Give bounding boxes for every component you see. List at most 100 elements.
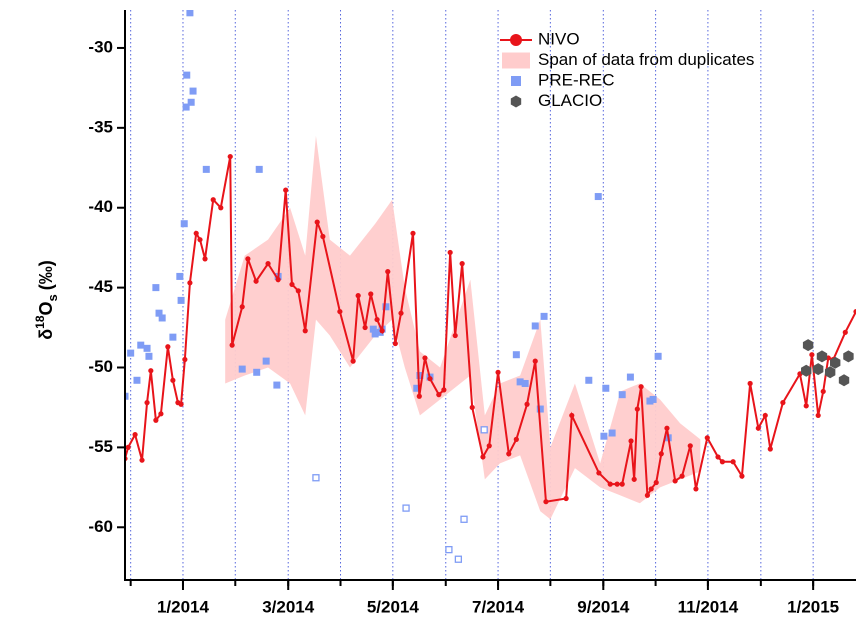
point bbox=[337, 308, 343, 315]
square-marker bbox=[600, 432, 608, 440]
point bbox=[239, 304, 245, 310]
point bbox=[506, 451, 512, 457]
point bbox=[202, 256, 208, 262]
square-marker bbox=[416, 371, 424, 379]
hexagon-marker bbox=[824, 366, 836, 379]
point bbox=[634, 406, 640, 412]
open-square-marker bbox=[402, 504, 410, 512]
point bbox=[767, 446, 773, 452]
point bbox=[513, 436, 519, 442]
point bbox=[664, 425, 670, 431]
square-marker bbox=[133, 376, 141, 384]
y-tick-label: -60 bbox=[88, 517, 113, 536]
square-marker bbox=[189, 87, 197, 95]
point bbox=[379, 328, 385, 334]
point bbox=[447, 249, 453, 256]
point bbox=[452, 332, 458, 339]
square-marker bbox=[255, 165, 263, 173]
point bbox=[719, 459, 726, 465]
point bbox=[715, 454, 721, 460]
point bbox=[648, 486, 654, 492]
square-marker bbox=[137, 341, 145, 349]
square-marker bbox=[169, 333, 177, 341]
point bbox=[350, 358, 356, 364]
square-marker bbox=[594, 193, 602, 201]
square-marker bbox=[182, 103, 190, 111]
point bbox=[355, 293, 361, 299]
point bbox=[253, 278, 259, 284]
point bbox=[803, 403, 809, 409]
y-tick-label: -45 bbox=[88, 277, 113, 296]
point bbox=[187, 280, 193, 286]
point bbox=[125, 444, 131, 450]
point bbox=[265, 261, 271, 267]
point bbox=[314, 219, 320, 225]
point bbox=[853, 308, 856, 315]
point bbox=[658, 451, 664, 457]
point bbox=[679, 473, 685, 479]
square-marker bbox=[602, 384, 610, 392]
point bbox=[368, 291, 374, 297]
point bbox=[436, 392, 442, 398]
point bbox=[563, 495, 569, 502]
hexagon-marker bbox=[801, 364, 812, 377]
legend-marker bbox=[510, 95, 522, 108]
point bbox=[170, 377, 176, 383]
point bbox=[486, 443, 492, 449]
square-marker bbox=[177, 296, 185, 304]
square-marker bbox=[176, 272, 184, 280]
plot-area bbox=[125, 10, 856, 563]
point bbox=[193, 230, 199, 236]
y-axis-label: δ18Os (‰) bbox=[33, 260, 60, 340]
open-square-marker bbox=[460, 515, 468, 523]
y-label-delta: δ bbox=[36, 329, 56, 340]
square-marker bbox=[253, 368, 261, 376]
point bbox=[780, 400, 786, 406]
point bbox=[596, 470, 602, 476]
y-tick-label: -30 bbox=[88, 37, 113, 56]
square-marker bbox=[262, 357, 270, 365]
point bbox=[295, 288, 301, 294]
square-marker bbox=[187, 98, 195, 106]
point bbox=[687, 443, 693, 449]
point bbox=[441, 387, 447, 393]
square-marker bbox=[183, 71, 191, 79]
square-marker bbox=[536, 405, 544, 413]
square-marker bbox=[531, 322, 539, 330]
legend-label: GLACIO bbox=[538, 91, 602, 110]
point bbox=[644, 492, 651, 498]
legend-label: PRE-REC bbox=[538, 70, 615, 89]
y-label-main: O bbox=[36, 301, 56, 315]
point bbox=[158, 411, 164, 417]
legend-label: Span of data from duplicates bbox=[538, 50, 754, 69]
point bbox=[148, 368, 154, 374]
hexagon-marker bbox=[838, 374, 850, 387]
point bbox=[218, 205, 224, 211]
square-marker bbox=[125, 392, 129, 400]
point bbox=[815, 412, 821, 419]
point bbox=[245, 256, 251, 262]
x-tick-label: 1/2015 bbox=[787, 597, 839, 616]
square-marker bbox=[158, 314, 166, 322]
legend-marker bbox=[510, 34, 522, 46]
point bbox=[619, 481, 625, 487]
hexagon-marker bbox=[802, 339, 814, 352]
x-tick-label: 3/2014 bbox=[262, 597, 315, 616]
y-tick-label: -35 bbox=[88, 117, 113, 136]
point bbox=[614, 481, 620, 487]
point bbox=[139, 457, 145, 463]
point bbox=[410, 230, 416, 236]
y-label-unit: (‰) bbox=[36, 260, 56, 290]
point bbox=[704, 435, 710, 441]
point bbox=[132, 432, 138, 438]
point bbox=[569, 412, 575, 419]
x-tick-label: 5/2014 bbox=[367, 597, 420, 616]
point bbox=[739, 473, 745, 479]
open-square-marker bbox=[480, 426, 488, 434]
point bbox=[495, 369, 501, 375]
point bbox=[693, 486, 699, 492]
square-marker bbox=[512, 351, 520, 359]
